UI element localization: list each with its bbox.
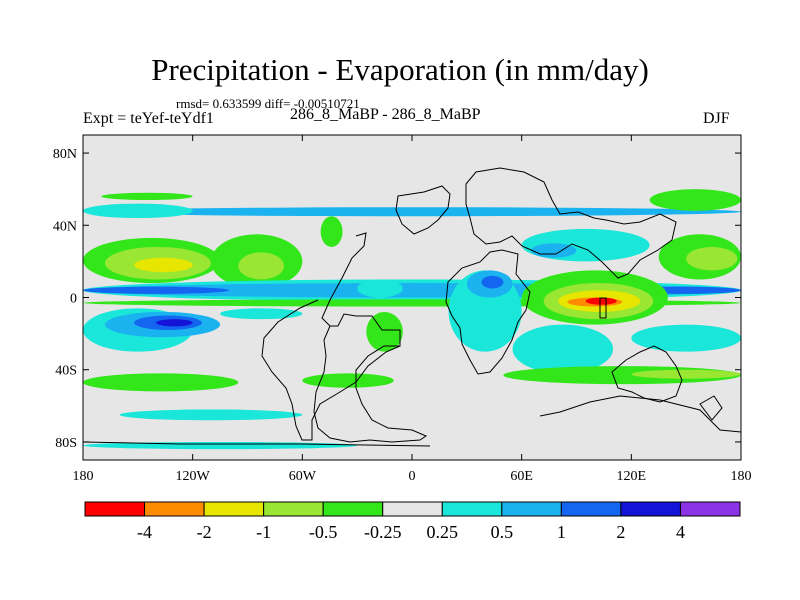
colorbar-label-9: 4	[676, 522, 685, 542]
y-axis: 80N 40N 0 40S 80S	[53, 147, 741, 451]
coastline-south-america	[313, 325, 428, 443]
x-tick-label-1: 120W	[176, 469, 211, 484]
colorbar-label-8: 2	[616, 522, 625, 542]
coastline-malay-peninsula	[599, 297, 607, 319]
season-label: DJF	[703, 110, 730, 127]
contour-region-35	[631, 369, 741, 379]
colorbar-label-7: 1	[557, 522, 566, 542]
y-tick-label-1: 40N	[53, 219, 77, 234]
x-axis: 180 120W 60W 0 60E 120E 180	[73, 135, 752, 484]
contour-region-28	[585, 297, 617, 305]
contour-region-4	[238, 252, 285, 280]
contour-region-32	[83, 373, 239, 392]
y-tick-label-4: 80S	[55, 436, 77, 451]
x-tick-label-6: 180	[731, 469, 752, 484]
colorbar-label-1: -2	[197, 522, 212, 542]
contour-region-31	[686, 246, 738, 271]
contour-region-39	[83, 203, 193, 219]
contour-region-21	[512, 324, 614, 374]
colorbar: -4 -2 -1 -0.5 -0.25 0.25 0.5 1 2 4	[84, 501, 741, 542]
contour-region-36	[119, 409, 303, 421]
coastline-greenland	[395, 185, 451, 235]
case-label: 286_8_MaBP - 286_8_MaBP	[290, 106, 481, 123]
coastline-layer	[83, 167, 741, 447]
contour-region-17	[357, 279, 403, 298]
colorbar-swatch-7	[501, 501, 562, 517]
experiment-label: Expt = teYef-teYdf1	[83, 110, 214, 127]
colorbar-swatch-6	[441, 501, 503, 517]
contour-region-20	[481, 275, 504, 289]
colorbar-swatch-9	[620, 501, 681, 517]
colorbar-label-5: 0.25	[427, 522, 459, 542]
chart-title: Precipitation - Evaporation (in mm/day)	[151, 52, 649, 87]
coastline-australia	[611, 345, 683, 403]
contour-region-38	[83, 207, 741, 217]
y-tick-label-0: 80N	[53, 147, 77, 162]
x-tick-label-3: 0	[409, 469, 416, 484]
colorbar-swatch-1	[144, 501, 205, 517]
colorbar-label-0: -4	[137, 522, 152, 542]
contour-region-29	[631, 324, 741, 352]
colorbar-label-6: 0.5	[491, 522, 514, 542]
field-layer	[83, 189, 741, 450]
colorbar-swatch-5	[382, 501, 443, 517]
coastline-eurasia	[465, 167, 677, 279]
x-tick-label-2: 60W	[289, 469, 317, 484]
x-tick-label-5: 120E	[617, 469, 647, 484]
contour-region-2	[134, 257, 193, 273]
contour-region-14	[156, 319, 193, 327]
contour-region-16	[366, 311, 403, 352]
x-tick-label-0: 180	[73, 469, 94, 484]
colorbar-label-2: -1	[256, 522, 271, 542]
contour-region-8	[83, 286, 230, 294]
colorbar-label-3: -0.5	[309, 522, 338, 542]
contour-region-15	[220, 308, 303, 320]
colorbar-swatch-0	[84, 501, 146, 517]
coastline-africa	[445, 249, 531, 375]
colorbar-label-4: -0.25	[364, 522, 402, 542]
coastline-americas	[261, 232, 401, 441]
colorbar-swatch-4	[322, 501, 384, 517]
colorbar-swatch-8	[560, 501, 622, 517]
contour-region-5	[320, 216, 343, 247]
coastline-southern-tip	[699, 395, 723, 421]
contour-region-40	[101, 192, 193, 200]
contour-region-33	[302, 373, 394, 388]
y-tick-label-2: 0	[70, 292, 77, 307]
colorbar-swatch-10	[679, 501, 741, 517]
colorbar-swatch-2	[203, 501, 265, 517]
colorbar-swatch-3	[263, 501, 324, 517]
y-tick-label-3: 40S	[55, 364, 77, 379]
x-tick-label-4: 60E	[510, 469, 533, 484]
coastline-antarctica	[83, 395, 741, 447]
stats-line: rmsd= 0.633599 diff= -0.00510721	[176, 96, 360, 111]
contour-region-41	[649, 189, 741, 211]
